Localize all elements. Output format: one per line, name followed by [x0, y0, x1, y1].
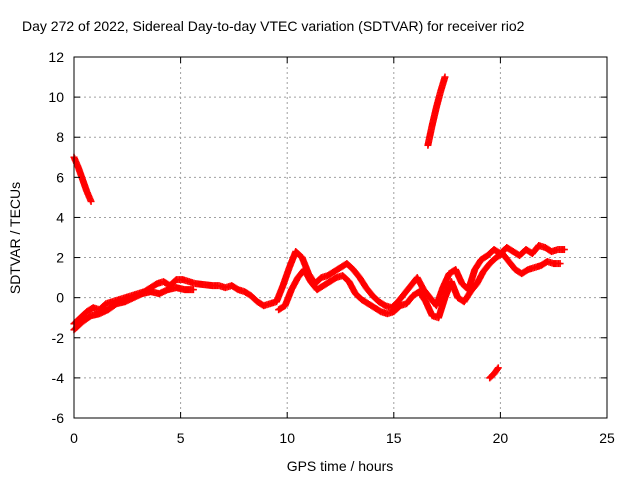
series-satellite-arc-3 [486, 364, 502, 382]
series-main-band [70, 242, 568, 328]
x-tick-label: 25 [599, 430, 615, 446]
y-tick-label: 6 [56, 169, 64, 185]
y-tick-label: 2 [56, 250, 64, 266]
axis-ticks: 0 5 10 15 20 25 -6 -4 -2 0 2 4 6 8 10 12 [48, 49, 615, 446]
series-satellite-arc-2 [424, 73, 449, 149]
chart-title: Day 272 of 2022, Sidereal Day-to-day VTE… [22, 18, 525, 34]
x-tick-label: 20 [493, 430, 509, 446]
data-series [70, 73, 568, 382]
x-tick-label: 15 [386, 430, 402, 446]
series-lower-band [70, 250, 564, 334]
x-tick-label: 10 [279, 430, 295, 446]
y-tick-label: -4 [52, 370, 65, 386]
plot-area-border [73, 56, 608, 419]
y-tick-label: -2 [52, 330, 65, 346]
x-axis-label: GPS time / hours [287, 458, 394, 474]
x-tick-label: 0 [70, 430, 78, 446]
x-tick-label: 5 [177, 430, 185, 446]
series-satellite-arc-1 [70, 153, 95, 205]
y-axis-label: SDTVAR / TECUs [7, 182, 23, 294]
y-tick-label: -6 [52, 410, 65, 426]
y-tick-label: 0 [56, 290, 64, 306]
y-tick-label: 4 [56, 209, 64, 225]
y-tick-label: 8 [56, 129, 64, 145]
grid [74, 57, 607, 418]
y-tick-label: 12 [48, 49, 64, 65]
y-tick-label: 10 [48, 89, 64, 105]
